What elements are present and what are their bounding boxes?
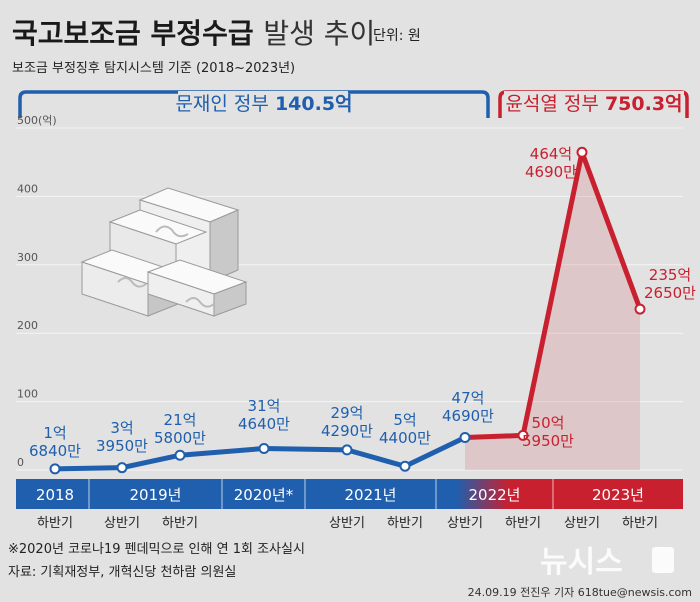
period-label: 하반기 [37,516,73,531]
year-band [16,479,683,509]
svg-text:뉴시스: 뉴시스 [540,545,623,580]
yoon-label-backdrop [504,91,684,115]
period-label: 상반기 [329,516,365,531]
year-label: 2020년* [234,486,294,504]
data-point [399,460,411,472]
year-label: 2023년 [592,486,644,504]
y-tick-label: 500(억) [17,114,57,127]
data-label: 31억 4640만 [238,397,290,433]
year-label: 2022년 [469,486,521,504]
data-point [258,442,270,454]
data-label: 3억 3950만 [96,419,148,455]
y-tick-label: 400 [17,182,38,195]
period-label: 상반기 [447,516,483,531]
data-point [49,463,61,475]
money-bundle-illustration [80,187,248,317]
year-label: 2018 [36,486,74,504]
data-label: 47억 4690만 [442,389,494,425]
data-label: 5억 4400만 [379,411,431,447]
chart-title: 국고보조금 부정수급 발생 추이 [12,17,375,50]
data-point [517,429,529,441]
footnote: ※2020년 코로나19 펜데믹으로 인해 연 1회 조사실시 [8,542,305,557]
yoon-area-fill [465,152,640,470]
data-label: 21억 5800만 [154,411,206,447]
y-tick-label: 300 [17,251,38,264]
data-point [341,444,353,456]
year-label: 2019년 [130,486,182,504]
y-tick-label: 100 [17,388,38,401]
period-label: 하반기 [505,516,541,531]
data-label: 29억 4290만 [321,404,373,440]
moon-label-backdrop [178,91,348,115]
data-point [116,462,128,474]
period-label: 하반기 [622,516,658,531]
period-label: 상반기 [564,516,600,531]
data-label: 464억 4690만 [525,145,577,181]
data-point [174,449,186,461]
yoon-series-line [464,149,643,441]
data-label: 50억 5950만 [522,414,574,450]
y-tick-label: 200 [17,319,38,332]
source-text: 자료: 기획재정부, 개혁신당 천하람 의원실 [8,565,236,580]
data-label: 235억 2650만 [644,266,696,302]
data-point [634,303,646,315]
chart-subtitle: 보조금 부정징후 탐지시스템 기준 (2018~2023년) [12,61,295,76]
year-label: 2021년 [345,486,397,504]
newsis-logo: 뉴시스 [540,545,674,580]
data-point [576,146,588,158]
data-point [459,432,471,444]
yoon-government-label: 윤석열 정부 750.3억 [505,93,682,115]
credit-text: 24.09.19 전진우 기자 618tue@newsis.com [468,586,692,599]
y-tick-label: 0 [17,456,24,469]
period-label: 상반기 [104,516,140,531]
period-label: 하반기 [387,516,423,531]
data-label: 1억 6840만 [29,424,81,460]
moon-government-label: 문재인 정부 140.5억 [175,93,352,115]
unit-label: 단위: 원 [373,28,421,44]
period-label: 하반기 [162,516,198,531]
